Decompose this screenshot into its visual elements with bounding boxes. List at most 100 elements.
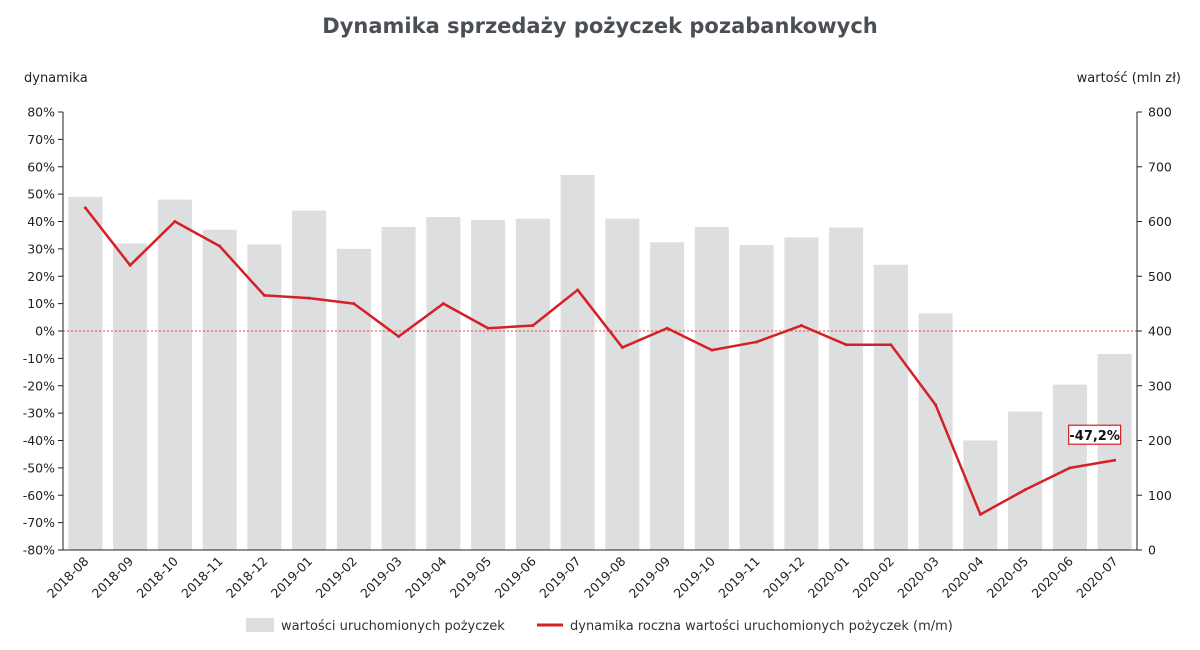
bar [336, 248, 371, 550]
right-tick-label: 300 [1148, 378, 1172, 393]
left-tick-label: -40% [23, 433, 55, 448]
bar [560, 174, 595, 550]
legend-label-bars: wartości uruchomionych pożyczek [281, 619, 505, 634]
line-point [799, 324, 803, 328]
line-point [710, 348, 714, 352]
left-tick-label: -70% [23, 515, 55, 530]
left-tick-label: 60% [27, 159, 55, 174]
x-tick-label: 2019-09 [626, 553, 674, 601]
bar [784, 237, 819, 550]
right-tick-label: 700 [1148, 159, 1172, 174]
line-point [173, 220, 177, 223]
x-tick-label: 2020-07 [1073, 554, 1121, 602]
annotation-box [1068, 424, 1122, 445]
left-tick-label: -60% [23, 488, 55, 503]
bar [157, 199, 192, 550]
x-tick-label: 2019-04 [402, 553, 450, 601]
left-tick-label: 20% [27, 269, 55, 284]
line-point [262, 293, 266, 297]
bar [605, 218, 640, 550]
left-tick-label: 80% [27, 105, 55, 120]
x-tick-label: 2019-05 [447, 554, 495, 602]
line-point [307, 296, 311, 300]
right-tick-label: 500 [1148, 269, 1172, 284]
right-tick-label: 800 [1148, 105, 1172, 120]
annotation-label: -47,2% [1069, 429, 1120, 444]
right-tick-label: 100 [1148, 488, 1172, 503]
x-tick-label: 2019-07 [536, 554, 584, 602]
bar [963, 440, 998, 550]
right-tick-label: 0 [1148, 543, 1156, 558]
line-point [889, 343, 893, 347]
left-tick-label: -80% [23, 543, 55, 558]
bar [426, 217, 461, 550]
line-point [531, 324, 535, 328]
bar [113, 243, 148, 550]
bar [694, 226, 729, 550]
x-tick-label: 2020-03 [894, 554, 942, 602]
x-tick-label: 2019-03 [357, 554, 405, 602]
x-tick-label: 2020-02 [849, 554, 897, 602]
bar [381, 226, 416, 550]
bar [650, 242, 685, 550]
left-tick-label: 70% [27, 132, 55, 147]
line-point [128, 263, 132, 267]
line-point [1023, 488, 1027, 492]
left-tick-label: -20% [23, 378, 55, 393]
line-point [441, 302, 445, 306]
left-tick-label: -10% [23, 351, 55, 366]
bar [515, 218, 550, 550]
line-point [844, 343, 848, 347]
line-point [397, 334, 401, 338]
x-tick-label: 2019-11 [715, 554, 763, 602]
line-point [576, 288, 580, 292]
x-tick-label: 2019-06 [491, 553, 539, 601]
bar [292, 210, 327, 551]
left-tick-label: 0% [35, 324, 55, 339]
chart-title: Dynamika sprzedaży pożyczek pozabankowyc… [322, 14, 878, 38]
bar [1008, 411, 1043, 550]
bar [739, 245, 774, 551]
x-tick-label: 2019-01 [268, 554, 316, 602]
line-point [1068, 466, 1072, 470]
line-point [218, 244, 222, 248]
x-tick-label: 2018-11 [178, 554, 226, 602]
x-tick-label: 2019-10 [670, 553, 718, 601]
line-point [978, 512, 982, 516]
line-point [934, 403, 938, 407]
line-point [1113, 458, 1117, 462]
left-tick-label: 30% [27, 241, 55, 256]
line-point [486, 326, 490, 330]
bar [1097, 353, 1132, 550]
bar [247, 244, 282, 550]
left-tick-label: -30% [23, 406, 55, 421]
left-tick-label: 50% [27, 187, 55, 202]
line-point [83, 206, 87, 210]
x-tick-label: 2020-04 [939, 553, 987, 601]
legend-swatch-bars [246, 618, 274, 632]
left-axis-title: dynamika [24, 71, 88, 86]
left-tick-label: 10% [27, 296, 55, 311]
x-tick-label: 2019-02 [312, 554, 360, 602]
x-tick-label: 2020-06 [1028, 553, 1076, 601]
x-tick-label: 2018-12 [223, 554, 271, 602]
x-tick-label: 2018-10 [133, 553, 181, 601]
x-tick-label: 2019-08 [581, 553, 629, 601]
right-axis-title: wartość (mln zł) [1077, 71, 1181, 86]
x-tick-label: 2018-09 [89, 553, 137, 601]
x-tick-label: 2018-08 [44, 553, 92, 601]
bar [471, 219, 506, 551]
right-tick-label: 200 [1148, 433, 1172, 448]
legend-label-line: dynamika roczna wartości uruchomionych p… [570, 619, 953, 634]
bar [202, 229, 237, 550]
line-series [84, 207, 1115, 516]
bar [829, 227, 864, 550]
x-tick-label: 2020-05 [984, 554, 1032, 602]
line-point [665, 326, 669, 330]
line-point [755, 340, 759, 344]
bar [68, 196, 103, 551]
right-tick-label: 400 [1148, 324, 1172, 339]
left-tick-label: 40% [27, 214, 55, 229]
